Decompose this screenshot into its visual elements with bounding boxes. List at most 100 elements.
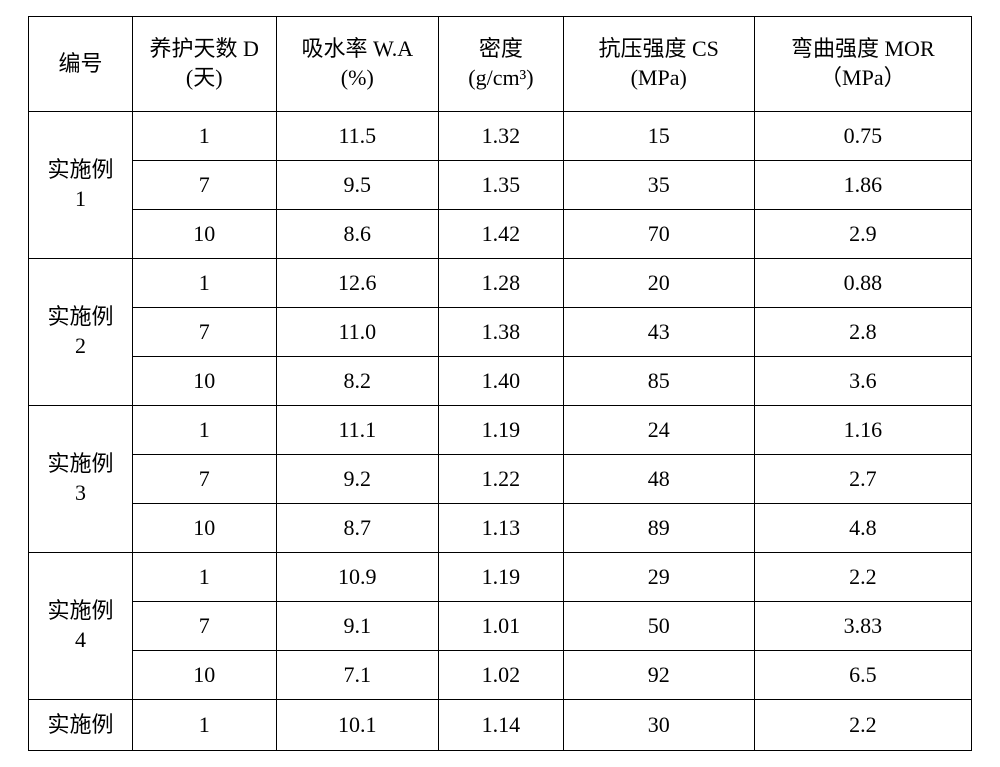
cell-days: 7 — [132, 161, 276, 210]
cell-density: 1.32 — [439, 112, 564, 161]
cell-wa: 8.7 — [276, 504, 439, 553]
cell-days: 1 — [132, 700, 276, 751]
cell-days: 1 — [132, 553, 276, 602]
table-row: 实施例 2 1 12.6 1.28 20 0.88 — [29, 259, 972, 308]
cell-cs: 20 — [563, 259, 754, 308]
table-row: 7 9.2 1.22 48 2.7 — [29, 455, 972, 504]
data-table: 编号 养护天数 D (天) 吸水率 W.A (%) 密度 (g/cm³) 抗压强… — [28, 16, 972, 751]
cell-density: 1.02 — [439, 651, 564, 700]
group-label-l1: 实施例 — [47, 712, 113, 737]
col-header-id-l1: 编号 — [31, 50, 130, 79]
group-label: 实施例 2 — [29, 259, 133, 406]
col-header-wa: 吸水率 W.A (%) — [276, 17, 439, 112]
table-row: 实施例 4 1 10.9 1.19 29 2.2 — [29, 553, 972, 602]
group-label: 实施例 1 — [29, 112, 133, 259]
cell-mor: 2.8 — [754, 308, 971, 357]
cell-wa: 7.1 — [276, 651, 439, 700]
cell-wa: 8.2 — [276, 357, 439, 406]
group-label-l1: 实施例 — [31, 156, 130, 185]
cell-cs: 70 — [563, 210, 754, 259]
cell-mor: 2.9 — [754, 210, 971, 259]
group-label-l2: 2 — [31, 332, 130, 361]
cell-mor: 2.2 — [754, 700, 971, 751]
cell-density: 1.38 — [439, 308, 564, 357]
cell-wa: 10.1 — [276, 700, 439, 751]
cell-wa: 11.5 — [276, 112, 439, 161]
table-row: 7 11.0 1.38 43 2.8 — [29, 308, 972, 357]
cell-wa: 8.6 — [276, 210, 439, 259]
cell-density: 1.01 — [439, 602, 564, 651]
cell-mor: 2.7 — [754, 455, 971, 504]
cell-days: 1 — [132, 259, 276, 308]
cell-density: 1.40 — [439, 357, 564, 406]
table-row: 实施例 1 1 11.5 1.32 15 0.75 — [29, 112, 972, 161]
cell-density: 1.22 — [439, 455, 564, 504]
cell-mor: 3.83 — [754, 602, 971, 651]
table-row: 7 9.1 1.01 50 3.83 — [29, 602, 972, 651]
col-header-days-l2: (天) — [135, 64, 274, 93]
cell-days: 1 — [132, 112, 276, 161]
table-row: 实施例 1 10.1 1.14 30 2.2 — [29, 700, 972, 751]
cell-density: 1.35 — [439, 161, 564, 210]
cell-cs: 35 — [563, 161, 754, 210]
table-row: 实施例 3 1 11.1 1.19 24 1.16 — [29, 406, 972, 455]
cell-cs: 50 — [563, 602, 754, 651]
cell-cs: 29 — [563, 553, 754, 602]
group-label-l2: 4 — [31, 626, 130, 655]
cell-wa: 11.0 — [276, 308, 439, 357]
cell-days: 10 — [132, 357, 276, 406]
cell-density: 1.19 — [439, 553, 564, 602]
cell-wa: 10.9 — [276, 553, 439, 602]
cell-mor: 1.86 — [754, 161, 971, 210]
group-label: 实施例 4 — [29, 553, 133, 700]
cell-mor: 3.6 — [754, 357, 971, 406]
cell-mor: 1.16 — [754, 406, 971, 455]
cell-mor: 0.75 — [754, 112, 971, 161]
cell-wa: 12.6 — [276, 259, 439, 308]
col-header-cs-l1: 抗压强度 CS — [566, 35, 752, 64]
cell-cs: 24 — [563, 406, 754, 455]
cell-cs: 15 — [563, 112, 754, 161]
col-header-density-l2: (g/cm³) — [441, 64, 561, 93]
cell-days: 10 — [132, 210, 276, 259]
cell-days: 7 — [132, 602, 276, 651]
table-row: 10 7.1 1.02 92 6.5 — [29, 651, 972, 700]
cell-days: 7 — [132, 455, 276, 504]
table-row: 10 8.6 1.42 70 2.9 — [29, 210, 972, 259]
cell-cs: 48 — [563, 455, 754, 504]
cell-mor: 2.2 — [754, 553, 971, 602]
cell-wa: 9.5 — [276, 161, 439, 210]
table-row: 10 8.7 1.13 89 4.8 — [29, 504, 972, 553]
col-header-days-l1: 养护天数 D — [135, 35, 274, 64]
cell-mor: 0.88 — [754, 259, 971, 308]
col-header-days: 养护天数 D (天) — [132, 17, 276, 112]
cell-wa: 11.1 — [276, 406, 439, 455]
table-row: 10 8.2 1.40 85 3.6 — [29, 357, 972, 406]
cell-days: 7 — [132, 308, 276, 357]
cell-days: 1 — [132, 406, 276, 455]
col-header-mor: 弯曲强度 MOR （MPa） — [754, 17, 971, 112]
table-row: 7 9.5 1.35 35 1.86 — [29, 161, 972, 210]
group-label-l1: 实施例 — [31, 303, 130, 332]
group-label: 实施例 — [29, 700, 133, 751]
group-label-l2: 1 — [31, 185, 130, 214]
col-header-wa-l2: (%) — [279, 64, 437, 93]
group-label-l2: 3 — [31, 479, 130, 508]
header-row: 编号 养护天数 D (天) 吸水率 W.A (%) 密度 (g/cm³) 抗压强… — [29, 17, 972, 112]
cell-wa: 9.1 — [276, 602, 439, 651]
col-header-mor-l1: 弯曲强度 MOR — [757, 35, 969, 64]
col-header-mor-l2: （MPa） — [757, 64, 969, 93]
cell-cs: 92 — [563, 651, 754, 700]
cell-cs: 85 — [563, 357, 754, 406]
cell-density: 1.14 — [439, 700, 564, 751]
col-header-id: 编号 — [29, 17, 133, 112]
cell-days: 10 — [132, 651, 276, 700]
cell-cs: 30 — [563, 700, 754, 751]
cell-mor: 6.5 — [754, 651, 971, 700]
col-header-cs-l2: (MPa) — [566, 64, 752, 93]
col-header-cs: 抗压强度 CS (MPa) — [563, 17, 754, 112]
col-header-density-l1: 密度 — [441, 35, 561, 64]
group-label-l1: 实施例 — [31, 597, 130, 626]
cell-cs: 43 — [563, 308, 754, 357]
cell-wa: 9.2 — [276, 455, 439, 504]
